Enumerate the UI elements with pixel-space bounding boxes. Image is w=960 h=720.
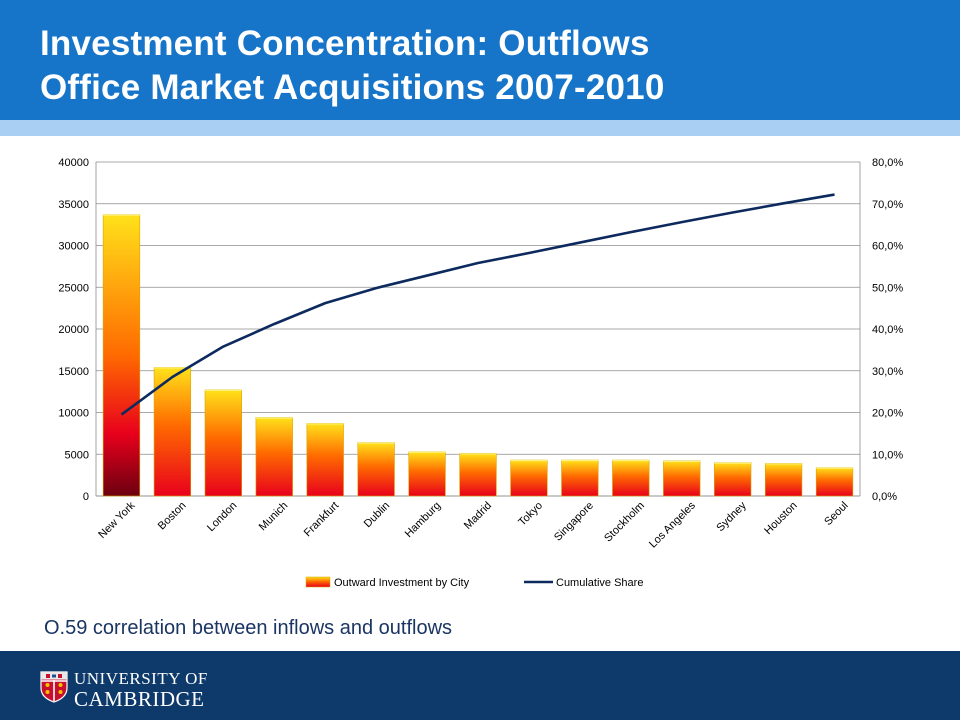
y-left-tick-label: 0 — [83, 491, 89, 503]
bar — [612, 459, 650, 497]
y-left-tick-label: 5000 — [65, 449, 89, 461]
bar — [561, 459, 599, 497]
y-right-tick-label: 40,0% — [872, 324, 903, 336]
x-tick-label: Stockholm — [602, 500, 647, 545]
correlation-caption: O.59 correlation between inflows and out… — [44, 617, 453, 639]
bar — [204, 389, 242, 497]
x-tick-label: Hamburg — [403, 500, 443, 540]
y-left-tick-label: 15000 — [58, 366, 89, 378]
title-accent-band — [0, 120, 960, 136]
slide-title: Investment Concentration: Outflows Offic… — [40, 22, 665, 110]
bar — [459, 453, 497, 497]
bar — [306, 423, 344, 497]
title-line-1: Investment Concentration: Outflows — [40, 24, 650, 63]
y-right-tick-label: 60,0% — [872, 241, 903, 253]
bar — [764, 463, 803, 497]
x-tick-label: Seoul — [822, 500, 850, 528]
title-banner — [0, 0, 960, 120]
bar — [408, 451, 446, 497]
university-name-line-1: UNIVERSITY OF — [74, 669, 208, 688]
bar — [102, 214, 141, 497]
investment-chart: 0 5000 10000 15000 20000 25000 30000 35000 40000… — [58, 157, 903, 589]
footer-bar — [0, 651, 960, 720]
y-left-tick-label: 25000 — [58, 282, 89, 294]
bar — [663, 460, 701, 497]
y-right-tick-label: 10,0% — [872, 449, 903, 461]
university-name-line-2: CAMBRIDGE — [74, 687, 205, 711]
x-tick-label: Los Angeles — [647, 499, 698, 550]
bar — [510, 459, 548, 497]
cumulative-share-line — [120, 193, 835, 416]
bar — [714, 462, 752, 497]
x-tick-label: Dublin — [362, 500, 393, 531]
y-left-tick-label: 40000 — [58, 157, 89, 169]
x-tick-label: London — [205, 500, 239, 534]
y-left-tick-label: 10000 — [58, 408, 89, 420]
y-right-tick-label: 70,0% — [872, 199, 903, 211]
y-left-tick-label: 20000 — [58, 324, 89, 336]
bar — [815, 467, 854, 497]
legend-label-line: Cumulative Share — [556, 577, 643, 589]
university-name: UNIVERSITY OF CAMBRIDGE — [74, 669, 208, 710]
bar — [255, 417, 293, 497]
y-right-tick-label: 80,0% — [872, 157, 903, 169]
x-tick-label: Tokyo — [516, 500, 545, 529]
y-left-tick-label: 35000 — [58, 199, 89, 211]
x-tick-label: Munich — [257, 500, 291, 534]
x-tick-label: Boston — [156, 500, 189, 533]
x-tick-label: Houston — [762, 500, 799, 537]
y-left-tick-label: 30000 — [58, 241, 89, 253]
bar — [357, 442, 395, 497]
x-tick-label: Singapore — [552, 500, 596, 544]
title-line-2: Office Market Acquisitions 2007-2010 — [40, 68, 665, 107]
x-tick-label: Madrid — [462, 500, 494, 532]
cambridge-crest-icon — [40, 671, 68, 703]
y-right-tick-label: 30,0% — [872, 366, 903, 378]
x-tick-label: Frankfurt — [302, 500, 342, 540]
y-right-tick-label: 0,0% — [872, 491, 897, 503]
y-right-tick-label: 20,0% — [872, 408, 903, 420]
bar — [153, 367, 192, 497]
y-right-tick-label: 50,0% — [872, 282, 903, 294]
legend-swatch-bars — [305, 576, 331, 588]
x-tick-label: New York — [96, 499, 138, 541]
legend-label-bars: Outward Investment by City — [334, 577, 470, 589]
x-tick-label: Sydney — [714, 499, 749, 534]
